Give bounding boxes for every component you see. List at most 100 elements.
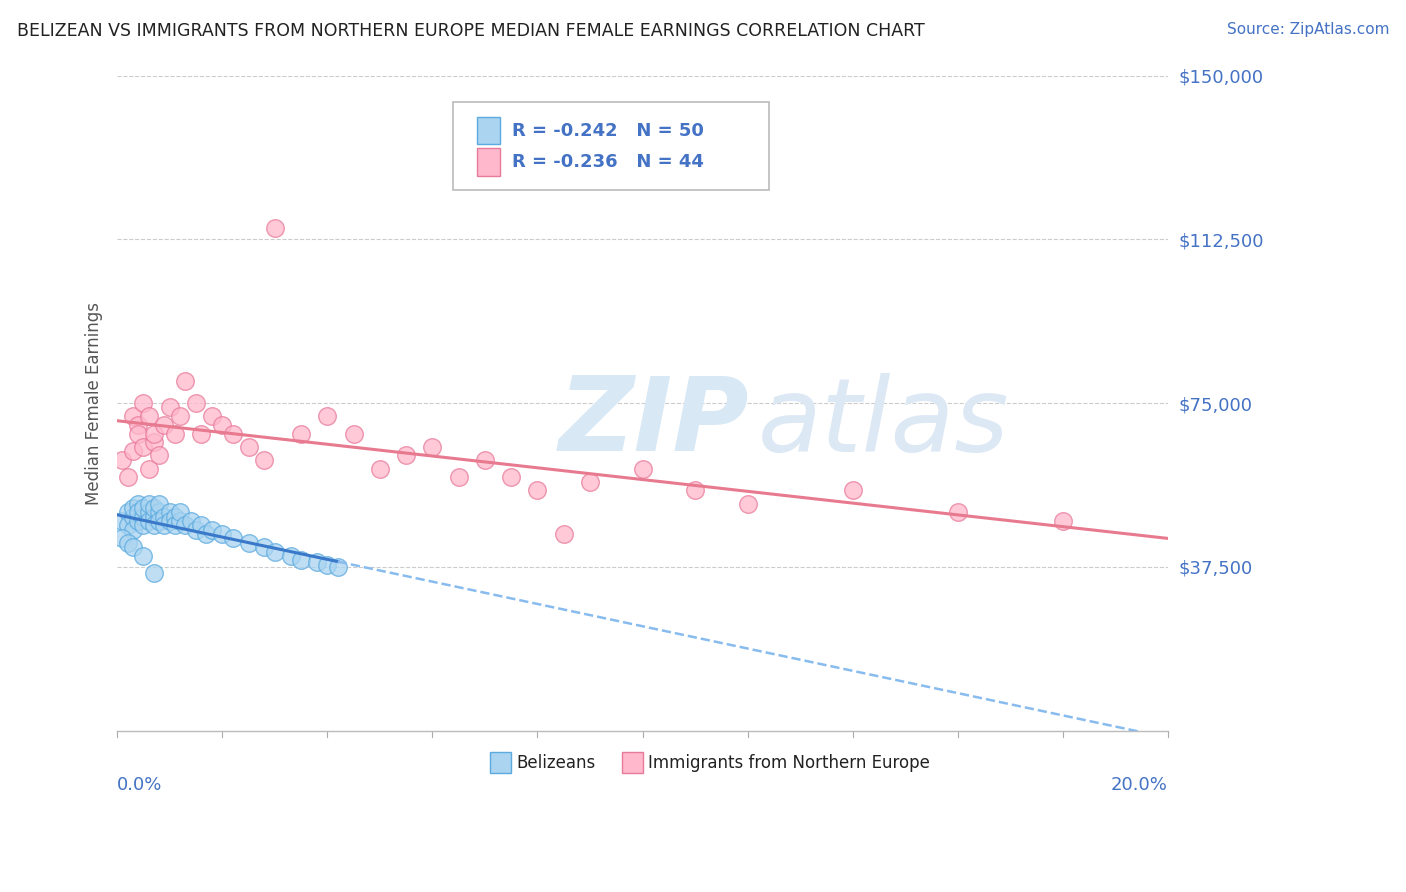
Bar — [477, 117, 499, 145]
Point — [148, 449, 170, 463]
Point — [163, 426, 186, 441]
Point — [117, 470, 139, 484]
Point — [946, 505, 969, 519]
Point — [117, 536, 139, 550]
Point — [211, 527, 233, 541]
Point — [342, 426, 364, 441]
Point — [138, 496, 160, 510]
Point — [127, 426, 149, 441]
Point — [132, 500, 155, 515]
Point — [138, 461, 160, 475]
Bar — [621, 752, 643, 773]
Point — [280, 549, 302, 563]
Point — [153, 509, 176, 524]
Point — [159, 514, 181, 528]
Point — [211, 417, 233, 432]
Point — [422, 440, 444, 454]
Point — [174, 374, 197, 388]
Point — [737, 496, 759, 510]
Point — [184, 396, 207, 410]
Point — [169, 514, 191, 528]
Point — [631, 461, 654, 475]
Point — [159, 401, 181, 415]
Point — [148, 496, 170, 510]
Point — [111, 514, 134, 528]
Point — [1052, 514, 1074, 528]
Text: BELIZEAN VS IMMIGRANTS FROM NORTHERN EUROPE MEDIAN FEMALE EARNINGS CORRELATION C: BELIZEAN VS IMMIGRANTS FROM NORTHERN EUR… — [17, 22, 925, 40]
Point — [290, 553, 312, 567]
Point — [148, 514, 170, 528]
Point — [117, 505, 139, 519]
Point — [305, 556, 328, 570]
FancyBboxPatch shape — [453, 102, 769, 190]
Point — [201, 523, 224, 537]
Point — [132, 549, 155, 563]
Point — [222, 532, 245, 546]
Point — [143, 566, 166, 581]
Point — [117, 518, 139, 533]
Point — [138, 505, 160, 519]
Text: 0.0%: 0.0% — [117, 777, 163, 795]
Point — [222, 426, 245, 441]
Point — [326, 559, 349, 574]
Point — [290, 426, 312, 441]
Point — [683, 483, 706, 498]
Point — [143, 435, 166, 450]
Point — [579, 475, 602, 489]
Point — [190, 518, 212, 533]
Point — [132, 518, 155, 533]
Bar — [477, 148, 499, 176]
Text: atlas: atlas — [758, 373, 1010, 473]
Text: Source: ZipAtlas.com: Source: ZipAtlas.com — [1226, 22, 1389, 37]
Text: ZIP: ZIP — [558, 372, 749, 474]
Point — [138, 514, 160, 528]
Point — [127, 496, 149, 510]
Point — [111, 453, 134, 467]
Point — [253, 540, 276, 554]
Point — [474, 453, 496, 467]
Point — [132, 440, 155, 454]
Point — [122, 409, 145, 424]
Point — [143, 500, 166, 515]
Point — [111, 532, 134, 546]
Point — [169, 409, 191, 424]
Point — [263, 221, 285, 235]
Point — [447, 470, 470, 484]
Text: R = -0.242   N = 50: R = -0.242 N = 50 — [512, 121, 704, 139]
Text: R = -0.236   N = 44: R = -0.236 N = 44 — [512, 153, 704, 171]
Point — [122, 540, 145, 554]
Point — [253, 453, 276, 467]
Point — [153, 417, 176, 432]
Point — [163, 518, 186, 533]
Point — [368, 461, 391, 475]
Point — [122, 509, 145, 524]
Point — [122, 500, 145, 515]
Point — [159, 505, 181, 519]
Point — [174, 518, 197, 533]
Point — [263, 544, 285, 558]
Point — [122, 523, 145, 537]
Point — [132, 509, 155, 524]
Point — [143, 509, 166, 524]
Point — [501, 470, 523, 484]
Point — [169, 505, 191, 519]
Point — [163, 509, 186, 524]
Point — [316, 409, 339, 424]
Text: Immigrants from Northern Europe: Immigrants from Northern Europe — [648, 754, 929, 772]
Y-axis label: Median Female Earnings: Median Female Earnings — [86, 301, 103, 505]
Point — [127, 417, 149, 432]
Point — [148, 505, 170, 519]
Point — [180, 514, 202, 528]
Point — [395, 449, 418, 463]
Point — [143, 426, 166, 441]
Point — [127, 505, 149, 519]
Point — [238, 440, 260, 454]
Point — [195, 527, 218, 541]
Point — [201, 409, 224, 424]
Point — [127, 514, 149, 528]
Point — [526, 483, 548, 498]
Bar — [491, 752, 512, 773]
Point — [122, 444, 145, 458]
Point — [553, 527, 575, 541]
Point — [153, 518, 176, 533]
